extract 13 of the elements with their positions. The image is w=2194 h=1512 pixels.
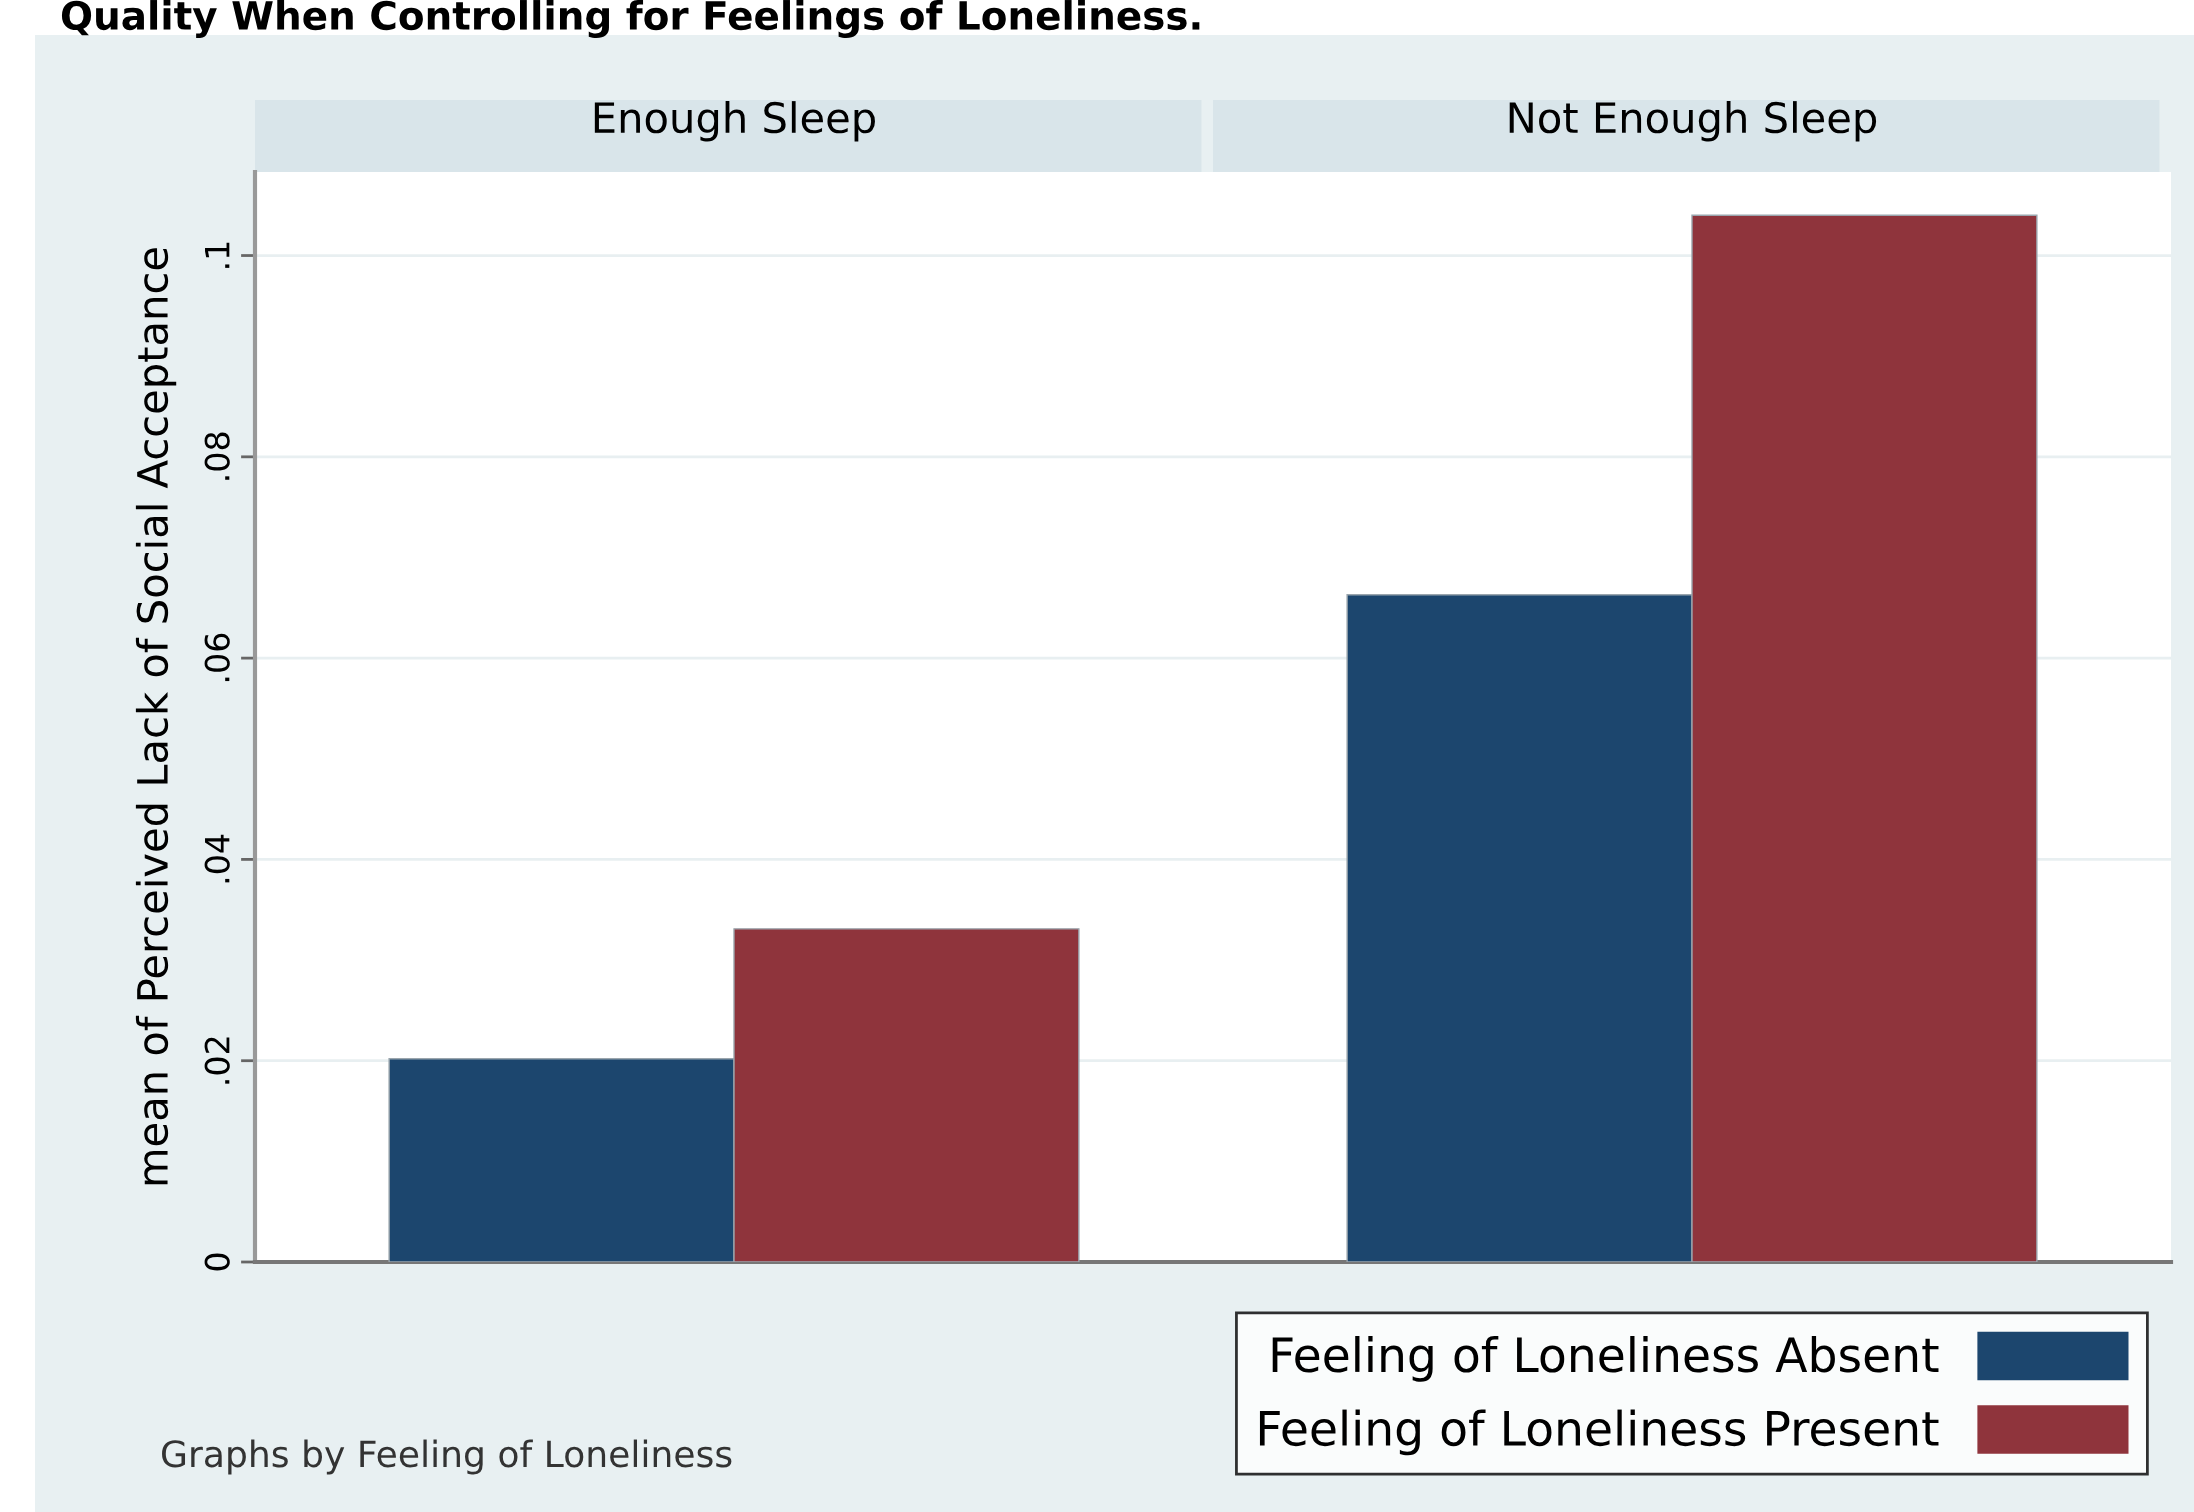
y-tick-label: .1 — [205, 242, 230, 268]
y-axis-title: mean of Perceived Lack of Social Acceptance — [135, 248, 177, 1185]
y-tick-label: .04 — [204, 834, 230, 883]
y-tick-label: .08 — [204, 432, 230, 480]
legend-label: Feeling of Loneliness Present — [1259, 1409, 1939, 1456]
y-tick-label: .02 — [204, 1037, 230, 1084]
x-tick-label: Enough Sleep — [594, 101, 875, 142]
text: Graphs by Feeling of Loneliness — [162, 1439, 732, 1475]
legend-label: Feeling of Loneliness Absent — [1272, 1336, 1939, 1382]
x-tick-label: Not Enough Sleep — [1509, 101, 1877, 142]
y-tick-label: .06 — [204, 633, 230, 682]
chart-title: Quality When Controlling for Feelings of Loneliness. — [61, 0, 1200, 38]
y-tick-label: 0 — [204, 1253, 230, 1271]
